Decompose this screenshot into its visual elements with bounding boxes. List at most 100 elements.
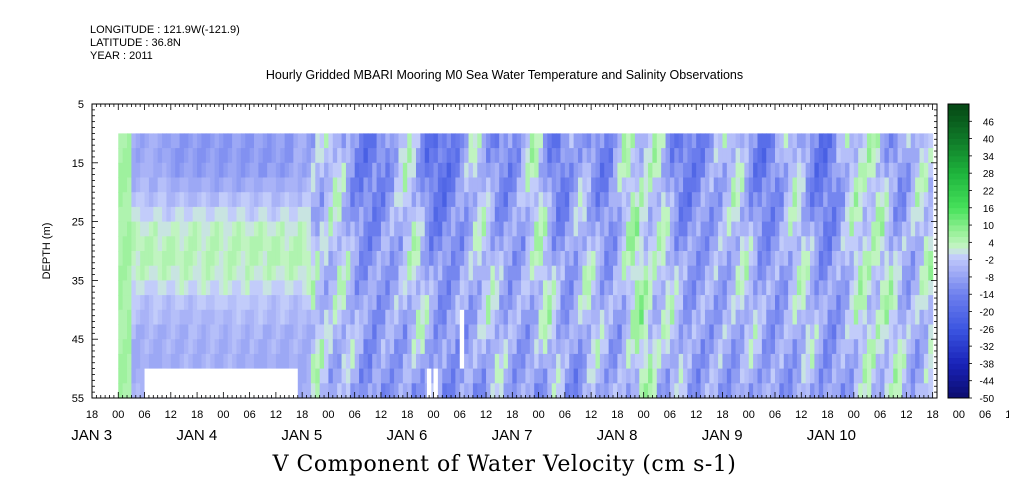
heatmap-cell: [289, 339, 294, 355]
heatmap-cell: [818, 280, 824, 296]
heatmap-cell: [337, 324, 343, 340]
heatmap-cell: [704, 251, 710, 267]
heatmap-cell: [586, 221, 592, 237]
heatmap-cell: [451, 192, 456, 208]
heatmap-cell: [341, 192, 347, 208]
heatmap-cell: [118, 353, 124, 370]
heatmap-cell: [398, 324, 404, 340]
heatmap-cell: [788, 236, 794, 252]
heatmap-cell: [481, 177, 487, 193]
heatmap-cell: [753, 148, 759, 164]
heatmap-cell: [162, 309, 168, 326]
heatmap-cell: [919, 368, 925, 384]
heatmap-cell: [315, 177, 321, 193]
heatmap-cell: [324, 339, 330, 355]
heatmap-cell: [862, 236, 868, 252]
heatmap-cell: [350, 251, 356, 267]
heatmap-cell: [433, 251, 439, 267]
heatmap-cell: [906, 148, 912, 164]
heatmap-cell: [486, 133, 492, 149]
heatmap-cell: [643, 177, 649, 193]
heatmap-cell: [337, 221, 343, 237]
heatmap-cell: [249, 192, 255, 208]
heatmap-cell: [665, 162, 671, 179]
heatmap-cell: [380, 324, 386, 340]
heatmap-cell: [148, 236, 154, 252]
heatmap-cell: [289, 265, 294, 281]
heatmap-cell: [919, 295, 925, 311]
heatmap-cell: [744, 324, 750, 340]
heatmap-cell: [683, 265, 689, 281]
heatmap-cell: [840, 265, 846, 281]
heatmap-cell: [227, 339, 233, 355]
heatmap-cell: [424, 353, 430, 370]
heatmap-cell: [223, 162, 229, 179]
heatmap-cell: [604, 368, 610, 384]
heatmap-cell: [788, 162, 794, 179]
heatmap-cell: [739, 339, 745, 355]
heatmap-cell: [183, 353, 189, 370]
heatmap-cell: [805, 265, 811, 281]
heatmap-cell: [210, 339, 216, 355]
heatmap-cell: [433, 309, 439, 326]
heatmap-cell: [599, 265, 605, 281]
heatmap-cell: [560, 265, 566, 281]
heatmap-cell: [630, 162, 636, 179]
heatmap-cell: [297, 309, 303, 326]
heatmap-cell: [652, 148, 658, 164]
heatmap-cell: [494, 368, 500, 384]
heatmap-cell: [183, 251, 189, 267]
heatmap-cell: [831, 177, 837, 193]
heatmap-cell: [516, 221, 522, 237]
x-hour-label: 06: [138, 409, 150, 421]
heatmap-cell: [674, 251, 680, 267]
heatmap-cell: [547, 206, 553, 223]
heatmap-cell: [218, 280, 224, 296]
heatmap-cell: [131, 206, 137, 223]
heatmap-cell: [582, 162, 588, 179]
x-hour-label: 06: [559, 409, 571, 421]
heatmap-cell: [814, 236, 820, 252]
heatmap-cell: [564, 324, 570, 340]
heatmap-cell: [748, 162, 754, 179]
heatmap-cell: [796, 368, 802, 384]
heatmap-cell: [661, 383, 667, 399]
heatmap-cell: [849, 162, 855, 179]
heatmap-cell: [608, 353, 614, 370]
heatmap-cell: [674, 353, 680, 370]
heatmap-cell: [783, 251, 789, 267]
heatmap-cell: [197, 339, 203, 355]
heatmap-cell: [608, 280, 614, 296]
heatmap-cell: [542, 339, 548, 355]
heatmap-cell: [875, 177, 881, 193]
heatmap-cell: [551, 324, 557, 340]
heatmap-cell: [901, 177, 907, 193]
colorbar-swatch: [948, 115, 969, 122]
heatmap-cell: [577, 133, 583, 149]
x-hour-label: 06: [979, 409, 991, 421]
heatmap-cell: [315, 309, 321, 326]
heatmap-cell: [731, 192, 737, 208]
heatmap-cell: [306, 280, 312, 296]
heatmap-cell: [586, 236, 592, 252]
heatmap-cell: [862, 133, 868, 149]
heatmap-cell: [643, 324, 649, 340]
heatmap-cell: [901, 251, 907, 267]
heatmap-cell: [192, 177, 198, 193]
colorbar-swatch: [948, 109, 969, 116]
heatmap-cell: [665, 295, 671, 311]
heatmap-cell: [928, 206, 934, 223]
heatmap-cell: [446, 368, 452, 384]
heatmap-cell: [704, 236, 710, 252]
heatmap-cell: [845, 280, 851, 296]
heatmap-cell: [516, 280, 522, 296]
heatmap-cell: [639, 236, 645, 252]
heatmap-cell: [437, 339, 443, 355]
heatmap-cell: [621, 265, 627, 281]
heatmap-cell: [407, 309, 413, 326]
heatmap-cell: [499, 383, 505, 399]
heatmap-cell: [345, 324, 351, 340]
heatmap-cell: [411, 353, 417, 370]
heatmap-cell: [302, 309, 308, 326]
heatmap-cell: [783, 148, 789, 164]
